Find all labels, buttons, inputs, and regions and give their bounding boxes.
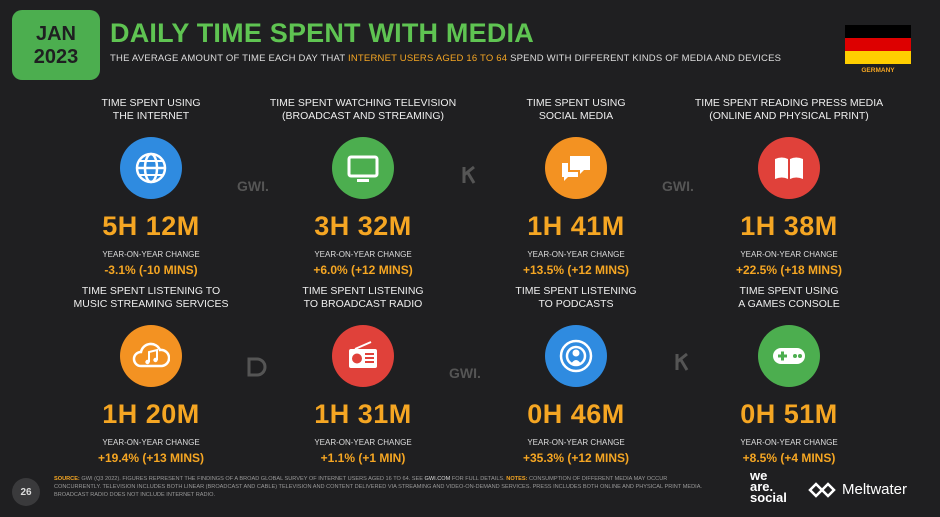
- yoy-value: +6.0% (+12 MINS): [313, 263, 413, 277]
- radio-icon: [332, 325, 394, 387]
- card-label: TIME SPENT USING THE INTERNET: [101, 97, 201, 122]
- book-icon: [758, 137, 820, 199]
- yoy-label: YEAR-ON-YEAR CHANGE: [314, 438, 412, 447]
- time-value: 3H 32M: [314, 211, 412, 241]
- we-are-social-logo: we are. social: [750, 468, 787, 505]
- kepios-logo-icon: [675, 352, 689, 371]
- datareportal-logo-icon: [247, 357, 267, 377]
- card-label: TIME SPENT USING A GAMES CONSOLE: [738, 285, 840, 310]
- music-cloud-icon: [120, 325, 182, 387]
- card-label: TIME SPENT USING SOCIAL MEDIA: [526, 97, 626, 122]
- yoy-label: YEAR-ON-YEAR CHANGE: [314, 250, 412, 259]
- time-value: 0H 51M: [740, 399, 838, 429]
- gwi-watermark: GWI.: [662, 178, 694, 194]
- media-card-press-media: TIME SPENT READING PRESS MEDIA (ONLINE A…: [684, 97, 894, 277]
- yoy-value: +13.5% (+12 MINS): [522, 263, 630, 277]
- time-value: 1H 20M: [102, 399, 200, 429]
- time-value: 0H 46M: [527, 399, 625, 429]
- gwi-watermark: GWI.: [237, 178, 269, 194]
- media-card-games-console: TIME SPENT USING A GAMES CONSOLE 0H 51M …: [684, 285, 894, 465]
- time-value: 1H 31M: [314, 399, 412, 429]
- media-card-podcasts: TIME SPENT LISTENING TO PODCASTS 0H 46M …: [471, 285, 681, 465]
- card-label: TIME SPENT READING PRESS MEDIA (ONLINE A…: [694, 97, 884, 122]
- country-label: GERMANY: [861, 67, 895, 74]
- yoy-label: YEAR-ON-YEAR CHANGE: [102, 250, 200, 259]
- card-label: TIME SPENT LISTENING TO PODCASTS: [515, 285, 637, 310]
- gamepad-icon: [758, 325, 820, 387]
- germany-flag-icon: [845, 25, 911, 64]
- meltwater-logo: Meltwater: [808, 481, 907, 498]
- yoy-label: YEAR-ON-YEAR CHANGE: [740, 438, 838, 447]
- card-label: TIME SPENT LISTENING TO MUSIC STREAMING …: [73, 285, 229, 310]
- gwi-watermark: GWI.: [449, 365, 481, 381]
- media-card-broadcast-radio: TIME SPENT LISTENING TO BROADCAST RADIO …: [258, 285, 468, 465]
- chat-icon: [545, 137, 607, 199]
- media-card-social-media: TIME SPENT USING SOCIAL MEDIA 1H 41M YEA…: [471, 97, 681, 277]
- page-title: DAILY TIME SPENT WITH MEDIA: [110, 18, 534, 48]
- yoy-value: +8.5% (+4 MINS): [742, 451, 836, 465]
- yoy-value: +1.1% (+1 MIN): [320, 451, 406, 465]
- meltwater-mark-icon: [808, 481, 836, 498]
- kepios-logo-icon: [462, 165, 476, 184]
- card-label: TIME SPENT WATCHING TELEVISION (BROADCAS…: [269, 97, 457, 122]
- media-card-internet: TIME SPENT USING THE INTERNET 5H 12M YEA…: [46, 97, 256, 277]
- yoy-label: YEAR-ON-YEAR CHANGE: [102, 438, 200, 447]
- date-badge: JAN 2023: [12, 10, 100, 80]
- yoy-value: +35.3% (+12 MINS): [522, 451, 630, 465]
- time-value: 1H 41M: [527, 211, 625, 241]
- yoy-label: YEAR-ON-YEAR CHANGE: [527, 438, 625, 447]
- yoy-label: YEAR-ON-YEAR CHANGE: [740, 250, 838, 259]
- podcast-icon: [545, 325, 607, 387]
- date-year: 2023: [33, 45, 79, 68]
- source-notes: SOURCE: GWI (Q3 2022). FIGURES REPRESENT…: [54, 476, 702, 498]
- media-card-television: TIME SPENT WATCHING TELEVISION (BROADCAS…: [258, 97, 468, 277]
- card-label: TIME SPENT LISTENING TO BROADCAST RADIO: [302, 285, 424, 310]
- media-card-music-streaming: TIME SPENT LISTENING TO MUSIC STREAMING …: [46, 285, 256, 465]
- time-value: 1H 38M: [740, 211, 838, 241]
- date-month: JAN: [35, 22, 76, 45]
- page-subtitle: THE AVERAGE AMOUNT OF TIME EACH DAY THAT…: [110, 53, 782, 64]
- yoy-label: YEAR-ON-YEAR CHANGE: [527, 250, 625, 259]
- yoy-value: +22.5% (+18 MINS): [735, 263, 843, 277]
- yoy-value: +19.4% (+13 MINS): [97, 451, 205, 465]
- tv-icon: [332, 137, 394, 199]
- globe-icon: [120, 137, 182, 199]
- page-number: 26: [12, 478, 40, 506]
- yoy-value: -3.1% (-10 MINS): [104, 263, 198, 277]
- time-value: 5H 12M: [102, 211, 200, 241]
